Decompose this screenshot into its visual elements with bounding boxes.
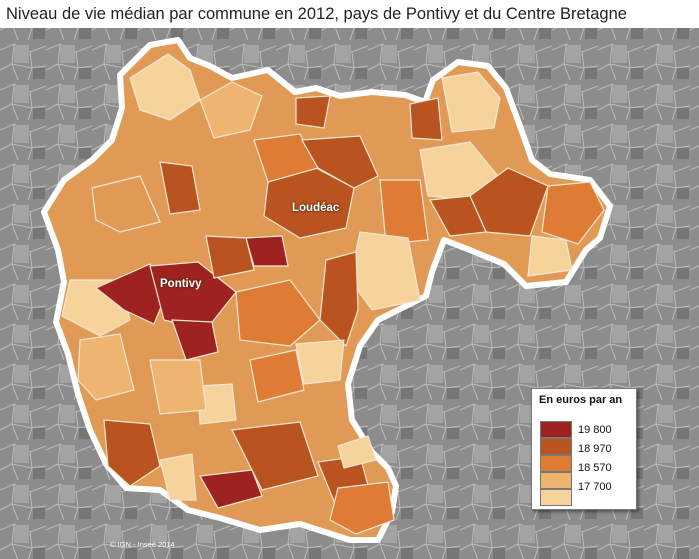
legend-value-17700: 17 700	[578, 481, 612, 493]
map-credit: © IGN - Insee 2014	[110, 540, 175, 549]
map-legend: En euros par an 19 800 18 970 18 570 17 …	[531, 388, 637, 510]
commune-ne-dark	[409, 97, 443, 141]
commune-far-east	[541, 181, 605, 245]
commune-mid-south	[149, 359, 207, 415]
commune-south-east-light	[337, 435, 377, 469]
commune-south-west	[103, 419, 161, 487]
city-label-loudeac: Loudéac	[292, 202, 340, 214]
map-canvas	[0, 28, 699, 559]
legend-swatch-17700	[540, 472, 572, 489]
commune-center-south	[295, 339, 345, 385]
commune-pontivy	[149, 261, 237, 331]
commune-nw-dark	[159, 161, 201, 215]
commune-mid-west	[77, 333, 135, 401]
commune-east-long	[319, 251, 359, 348]
commune-east-center	[379, 179, 429, 245]
legend-swatch-18970	[540, 438, 572, 455]
commune-center-dark	[301, 135, 379, 189]
commune-north-dark	[295, 95, 331, 129]
legend-value-18970: 18 970	[578, 443, 612, 455]
legend-swatch-lowest	[540, 489, 572, 506]
commune-polygons	[61, 53, 605, 535]
map-title: Niveau de vie médian par commune en 2012…	[6, 5, 627, 23]
commune-ne-light	[441, 71, 501, 133]
commune-south-light	[197, 383, 237, 425]
commune-south-light-2	[159, 453, 197, 501]
commune-north-mid	[199, 81, 263, 139]
legend-swatch-18570	[540, 455, 572, 472]
legend-title: En euros par an	[539, 394, 623, 406]
commune-south-mid	[231, 421, 319, 491]
legend-value-18570: 18 570	[578, 462, 612, 474]
commune-south-east-2	[329, 481, 395, 535]
commune-south-dark	[199, 469, 263, 509]
legend-swatch-19800	[540, 421, 572, 438]
choropleth-map: Loudéac Pontivy	[0, 28, 699, 559]
commune-center-mid	[235, 279, 321, 347]
commune-nw-light	[91, 175, 161, 233]
city-label-pontivy: Pontivy	[160, 278, 202, 290]
commune-north-pontivy	[245, 235, 289, 267]
commune-pontivy-south	[171, 319, 219, 361]
commune-far-east-light	[527, 235, 573, 277]
commune-center-north	[205, 235, 255, 279]
commune-mid-south-2	[249, 349, 305, 403]
legend-value-19800: 19 800	[578, 424, 612, 436]
commune-east-mid	[429, 195, 487, 237]
